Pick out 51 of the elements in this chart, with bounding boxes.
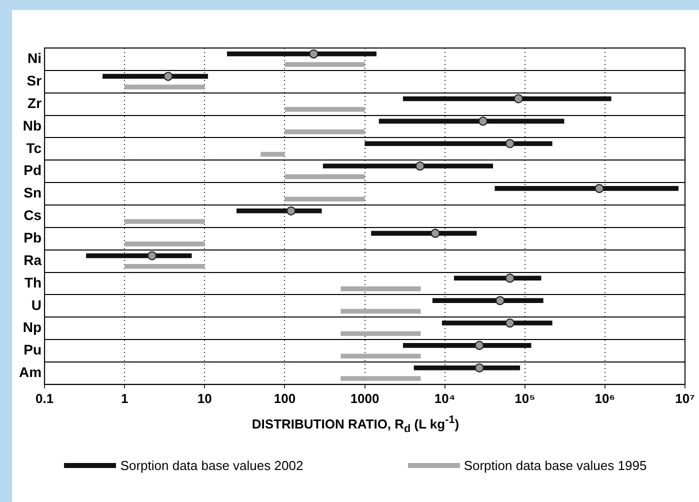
y-tick-label: Th <box>24 274 42 290</box>
y-tick-label: Sn <box>24 184 42 201</box>
y-tick-label: Pu <box>24 342 42 358</box>
x-tick-label: 1000 <box>350 390 380 406</box>
y-tick-label: Pd <box>24 162 42 178</box>
bar <box>414 365 520 370</box>
bar <box>284 129 365 134</box>
x-tick-label: 10⁷ <box>675 390 695 406</box>
bar <box>124 242 205 246</box>
x-tick-label: 1 <box>120 390 128 406</box>
x-tick-label: 100 <box>274 390 296 406</box>
y-tick-label: Sr <box>26 72 42 88</box>
bar <box>494 186 679 191</box>
x-tick-label: 10⁵ <box>514 390 536 406</box>
bar <box>402 343 532 348</box>
bar <box>284 174 365 180</box>
x-tick-label: 10 <box>197 390 212 406</box>
bar <box>340 286 421 292</box>
bar <box>340 354 421 358</box>
x-axis-title: DISTRIBUTION RATIO, R$_{d}$ (L kg$^{-1}$) <box>250 414 460 435</box>
x-tick-label: 10⁴ <box>434 390 456 406</box>
y-tick-label: Ni <box>28 50 42 66</box>
bar <box>432 298 544 303</box>
x-tick-label: 10⁶ <box>594 390 616 406</box>
bar <box>284 106 365 112</box>
bar <box>340 308 421 314</box>
bar <box>124 84 205 90</box>
x-tick-label: 0.1 <box>36 390 54 406</box>
bar <box>260 152 285 157</box>
bar <box>364 141 552 146</box>
bar <box>124 264 205 269</box>
bar <box>226 51 376 56</box>
y-tick-label: Np <box>22 319 42 336</box>
bar <box>402 96 612 102</box>
bar <box>124 219 205 224</box>
bar <box>340 376 421 381</box>
bar <box>322 164 494 168</box>
y-tick-label: Pb <box>24 229 42 246</box>
y-tick-label: Zr <box>28 94 42 111</box>
legend-label: Sorption data base values 1995 <box>464 458 647 473</box>
legend-label: Sorption data base values 2002 <box>120 458 304 473</box>
bar <box>442 320 552 326</box>
bar <box>284 196 365 202</box>
y-tick-label: Ra <box>24 252 42 268</box>
y-tick-label: Am <box>18 364 42 380</box>
bar <box>284 62 365 67</box>
y-tick-label: Cs <box>24 207 42 224</box>
y-tick-label: Nb <box>22 117 42 134</box>
bar <box>340 331 421 336</box>
y-tick-label: U <box>31 296 42 313</box>
y-tick-label: Tc <box>26 140 42 156</box>
